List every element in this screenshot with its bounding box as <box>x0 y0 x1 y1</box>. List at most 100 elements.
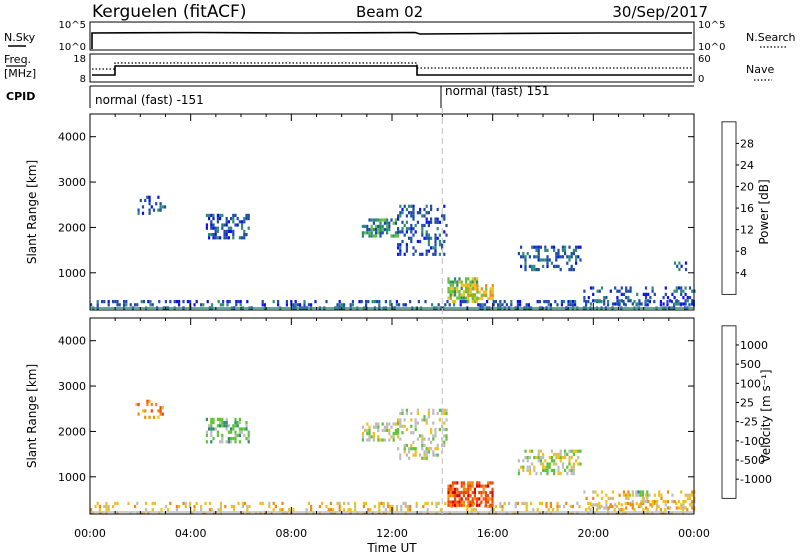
velocity-echo-cell <box>520 465 523 469</box>
velocity-echo-cell <box>473 487 476 491</box>
power-echo-cell <box>425 252 428 256</box>
power-echo-cell <box>140 300 143 304</box>
velocity-echo-cell <box>403 418 406 422</box>
power-echo-cell <box>492 300 495 304</box>
power-echo-cell <box>564 252 567 256</box>
velocity-echo-cell <box>484 494 487 498</box>
velocity-echo-cell <box>533 465 536 469</box>
velocity-echo-cell <box>553 468 556 472</box>
nsearch-tick-top: 10^5 <box>698 20 725 31</box>
power-echo-cell <box>570 252 573 256</box>
velocity-echo-cell <box>686 508 689 512</box>
velocity-echo-cell <box>160 508 163 512</box>
power-echo-cell <box>485 284 488 288</box>
power-echo-cell <box>489 287 492 291</box>
power-echo-cell <box>430 204 433 208</box>
velocity-echo-cell <box>583 490 586 494</box>
power-echo-cell <box>458 277 461 281</box>
power-colorbar-tick-label: 20 <box>740 181 754 194</box>
power-echo-cell <box>370 234 373 238</box>
velocity-echo-cell <box>189 501 192 505</box>
velocity-echo-cell <box>566 472 569 476</box>
velocity-echo-cell <box>449 503 452 507</box>
power-echo-cell <box>161 205 164 209</box>
velocity-echo-cell <box>435 511 438 515</box>
power-echo-cell <box>394 231 397 235</box>
velocity-echo-cell <box>625 506 628 510</box>
power-echo-cell <box>564 245 567 249</box>
velocity-echo-cell <box>375 425 378 429</box>
velocity-echo-cell <box>449 490 452 495</box>
velocity-echo-cell <box>467 490 470 495</box>
velocity-echo-cell <box>526 468 529 472</box>
velocity-echo-cell <box>557 468 560 472</box>
power-echo-cell <box>399 246 402 250</box>
power-echo-cell <box>691 289 694 293</box>
velocity-echo-cell <box>116 511 119 515</box>
power-echo-cell <box>208 233 211 237</box>
velocity-echo-cell <box>332 511 335 515</box>
power-echo-cell <box>491 284 494 288</box>
power-echo-cell <box>625 296 628 300</box>
power-echo-cell <box>386 231 389 235</box>
velocity-echo-cell <box>482 487 485 491</box>
velocity-echo-cell <box>241 511 244 515</box>
power-echo-cell <box>394 234 397 238</box>
velocity-echo-cell <box>410 418 413 422</box>
velocity-echo-cell <box>594 490 597 494</box>
velocity-echo-cell <box>338 508 341 512</box>
power-echo-cell <box>401 207 404 212</box>
velocity-echo-cell <box>404 504 407 509</box>
velocity-echo-cell <box>373 504 376 509</box>
velocity-echo-cell <box>501 504 504 509</box>
velocity-echo-cell <box>343 501 346 505</box>
velocity-echo-cell <box>471 481 474 485</box>
velocity-echo-cell <box>410 447 413 451</box>
velocity-echo-cell <box>416 421 419 425</box>
velocity-echo-cell <box>392 438 395 442</box>
power-echo-cell <box>491 287 494 291</box>
power-echo-cell <box>425 249 428 253</box>
power-echo-cell <box>150 205 153 209</box>
power-echo-cell <box>447 277 450 281</box>
velocity-echo-cell <box>230 430 233 434</box>
power-echo-cell <box>416 211 419 215</box>
velocity-echo-cell <box>151 508 154 512</box>
velocity-echo-cell <box>655 508 658 512</box>
velocity-echo-cell <box>245 437 248 441</box>
power-echo-cell <box>520 255 523 259</box>
velocity-echo-cell <box>410 443 413 448</box>
power-echo-cell <box>212 213 215 217</box>
velocity-echo-cell <box>579 449 582 453</box>
power-echo-cell <box>388 224 391 228</box>
velocity-y-tick-label: 1000 <box>58 471 86 484</box>
power-echo-cell <box>476 296 479 301</box>
power-echo-cell <box>164 300 167 304</box>
power-echo-cell <box>469 287 472 291</box>
velocity-echo-cell <box>480 484 483 488</box>
velocity-echo-cell <box>622 490 626 494</box>
power-echo-cell <box>246 300 249 304</box>
velocity-echo-cell <box>458 494 461 498</box>
power-echo-cell <box>441 214 444 218</box>
power-echo-cell <box>447 280 450 284</box>
velocity-echo-cell <box>329 508 332 512</box>
velocity-echo-cell <box>486 504 489 509</box>
velocity-echo-cell <box>622 511 625 515</box>
velocity-echo-cell <box>212 417 215 421</box>
power-colorbar-tick-label: 16 <box>740 202 754 215</box>
power-echo-cell <box>684 292 687 296</box>
power-echo-cell <box>236 217 239 221</box>
velocity-echo-cell <box>272 508 275 512</box>
velocity-echo-cell <box>432 453 435 457</box>
power-echo-cell <box>543 300 546 304</box>
velocity-echo-cell <box>150 409 153 413</box>
velocity-echo-cell <box>550 449 553 453</box>
velocity-frame <box>89 317 695 515</box>
power-echo-cell <box>616 296 619 300</box>
velocity-echo-cell <box>238 430 241 434</box>
power-echo-cell <box>410 227 413 231</box>
velocity-echo-cell <box>225 440 228 444</box>
